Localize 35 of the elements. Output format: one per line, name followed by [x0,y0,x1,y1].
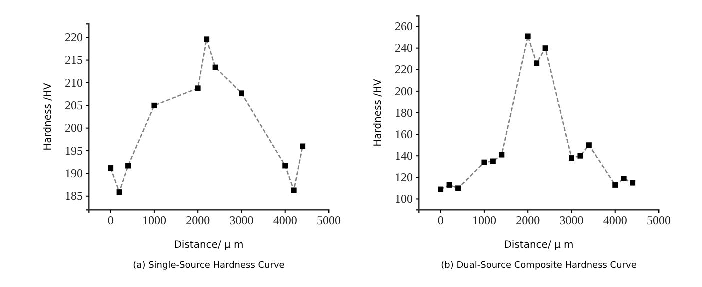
y-tick-label: 195 [65,144,83,158]
y-tick-label: 205 [65,98,83,112]
x-tick-label: 5000 [317,214,341,228]
x-tick-label: 5000 [647,214,671,228]
y-tick-label: 215 [65,53,83,68]
y-tick-label: 190 [65,166,83,181]
x-axis-title: Distance/ μ m [174,240,244,251]
y-axis-title: Hardness /HV [43,82,54,151]
y-tick-label: 220 [395,62,413,77]
x-tick-label: 4000 [273,214,298,228]
y-tick-label: 120 [395,170,413,185]
y-tick-label: 240 [395,41,413,56]
x-tick-label: 4000 [603,214,628,228]
y-tick-label: 200 [65,121,83,136]
x-tick-label: 2000 [516,214,540,228]
y-tick-label: 220 [65,30,83,44]
text: (b) Dual-Source Composite Hardness Curve [441,261,638,271]
x-tick-label: 1000 [142,214,166,228]
y-tick-label: 180 [395,106,413,120]
y-axis-title: Hardness /HV [373,78,384,147]
x-tick-label: 0 [438,214,444,228]
y-tick-label: 260 [395,20,413,34]
y-tick-label: 185 [65,189,83,204]
x-tick-label: 3000 [230,214,254,228]
y-tick-label: 160 [395,127,413,142]
x-axis-title: Distance/ μ m [504,240,574,251]
text: (a) Single-Source Hardness Curve [133,261,286,271]
y-tick-label: 140 [395,148,413,163]
y-tick-label: 210 [65,76,83,90]
x-tick-label: 0 [108,214,114,228]
x-tick-label: 3000 [560,214,584,228]
x-tick-label: 1000 [472,214,496,228]
y-tick-label: 100 [395,192,413,206]
x-tick-label: 2000 [186,214,210,228]
y-tick-label: 200 [395,84,413,98]
